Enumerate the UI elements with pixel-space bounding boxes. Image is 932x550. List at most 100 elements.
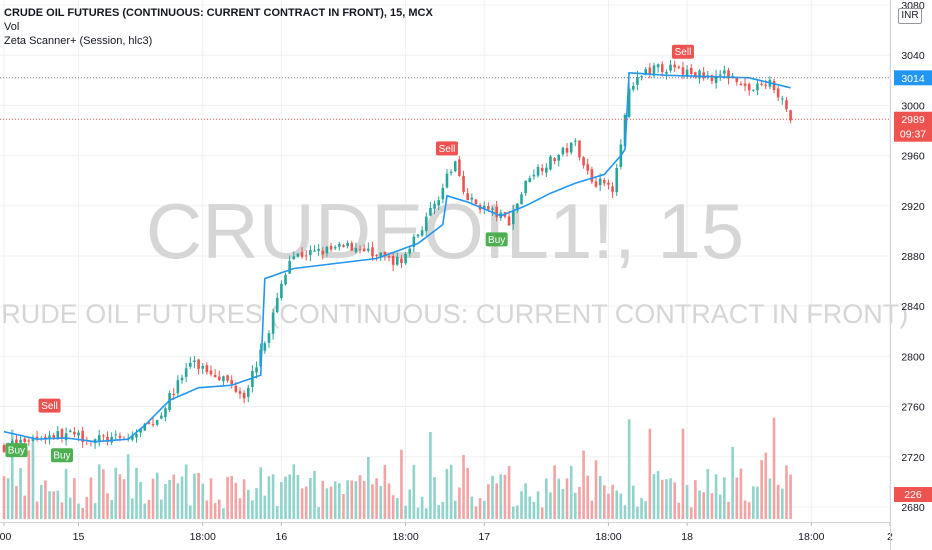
volume-bar [89, 477, 93, 519]
volume-bar [2, 476, 6, 519]
currency-button[interactable]: INR [898, 8, 922, 24]
time-tick-label: 18 [681, 531, 693, 543]
price-tick-label: 2680 [901, 502, 925, 514]
volume-bar [458, 487, 461, 519]
volume-bar [636, 506, 639, 519]
volume-bar [217, 499, 221, 519]
legend-title[interactable]: CRUDE OIL FUTURES (CONTINUOUS: CURRENT C… [4, 7, 433, 19]
candle-body [487, 206, 490, 210]
signal-badge [38, 398, 61, 413]
candle-body [764, 84, 768, 86]
candle-body [371, 247, 374, 257]
candle-body [176, 380, 180, 394]
candle-body [433, 203, 436, 209]
candle-body [578, 140, 581, 158]
volume-bar [135, 467, 138, 519]
candle-body [586, 164, 590, 171]
volume-bar [528, 496, 532, 519]
volume-bar [263, 495, 267, 519]
volume-bar [93, 503, 97, 519]
volume-bar [350, 480, 354, 519]
volume-bar [594, 460, 598, 519]
volume-bar [23, 495, 26, 519]
candle-body [789, 110, 792, 121]
volume-bar [176, 483, 180, 519]
candle-body [213, 375, 217, 378]
volume-bar [615, 490, 619, 519]
candle-body [416, 234, 420, 237]
candle-body [727, 70, 730, 79]
candle-body [569, 142, 573, 153]
volume-bar [516, 505, 519, 519]
volume-bar [706, 468, 710, 519]
volume-bar [408, 489, 412, 519]
volume-bar [106, 493, 109, 519]
volume-bar [586, 475, 590, 519]
volume-bar [578, 486, 581, 519]
candle-body [545, 167, 548, 173]
volume-bar [379, 485, 383, 519]
candle-body [677, 66, 681, 68]
volume-bar [19, 468, 22, 519]
price-tick-label: 3000 [901, 100, 925, 112]
volume-bar [540, 507, 544, 519]
volume-bar [507, 466, 511, 519]
candle-body [574, 140, 577, 142]
candle-body [251, 371, 254, 388]
volume-bar [10, 429, 14, 519]
volume-bar [73, 478, 76, 519]
candle-body [2, 445, 6, 452]
volume-bar [789, 474, 792, 519]
volume-bar [449, 464, 453, 519]
candle-body [180, 377, 184, 381]
legend-indicator[interactable]: Zeta Scanner+ (Session, hlc3) [4, 35, 153, 47]
time-tick-label: 16 [276, 531, 288, 543]
volume-bar [48, 491, 51, 519]
volume-bar [209, 478, 213, 519]
candle-body [735, 77, 739, 83]
candle-body [694, 72, 697, 78]
volume-bar [27, 450, 31, 519]
legend-volume[interactable]: Vol [4, 21, 20, 33]
time-tick-label: 17 [478, 531, 490, 543]
volume-bar [292, 464, 296, 519]
volume-bar [681, 428, 685, 519]
candle-body [387, 255, 391, 258]
volume-bar [648, 428, 652, 519]
volume-bar [640, 498, 643, 519]
volume-bar [238, 498, 242, 519]
candle-body [594, 181, 598, 187]
candle-body [532, 174, 536, 177]
volume-bar [685, 485, 689, 519]
candle-body [255, 367, 258, 373]
volume-bar [694, 480, 697, 519]
volume-bar [329, 486, 333, 519]
volume-bar [772, 417, 776, 519]
volume-bar [77, 503, 80, 519]
candle-body [516, 203, 519, 211]
volume-bar [155, 472, 159, 519]
candle-body [412, 236, 416, 247]
price-axis[interactable]: 2680 2720 2760 2800 2840 2880 2920 2960 3000 3040… [901, 0, 925, 514]
signal-labels: Buy Sell Buy Sell Buy Sell [5, 44, 694, 463]
candle-body [561, 147, 565, 155]
volume-bar [267, 476, 271, 519]
volume-bar [259, 467, 262, 519]
candle-body [491, 208, 494, 210]
candle-body [275, 297, 279, 313]
volume-bar [611, 484, 614, 519]
signal-badge [5, 443, 28, 458]
volume-bar [785, 465, 788, 519]
candle-body [607, 182, 610, 185]
volume-bar [412, 464, 416, 519]
volume-bar [102, 469, 105, 519]
volume-bar [478, 497, 482, 519]
volume-bar [234, 482, 238, 519]
candle-body [52, 435, 55, 438]
candle-body [226, 375, 229, 381]
candle-body [184, 368, 188, 377]
volume-bar [122, 479, 126, 519]
candle-body [143, 423, 147, 431]
